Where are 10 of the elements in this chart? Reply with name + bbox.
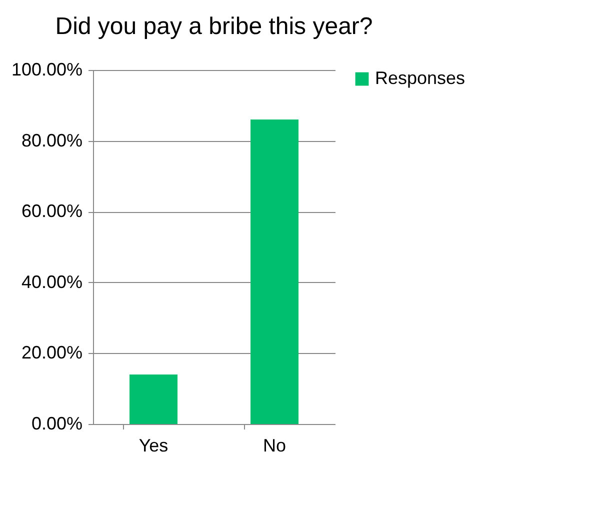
y-tick-label: 40.00% — [21, 272, 82, 292]
y-tick-label: 80.00% — [21, 130, 82, 150]
y-tick-label: 0.00% — [31, 414, 82, 434]
x-tick-label: No — [262, 436, 286, 456]
y-tick-label: 60.00% — [21, 201, 82, 222]
y-tick-label: 20.00% — [21, 342, 82, 363]
y-tick-label: 100.00% — [11, 60, 82, 80]
x-tick-label: Yes — [138, 436, 168, 456]
legend-label: Responses — [375, 68, 466, 88]
chart-title: Did you pay a bribe this year? — [55, 13, 373, 40]
